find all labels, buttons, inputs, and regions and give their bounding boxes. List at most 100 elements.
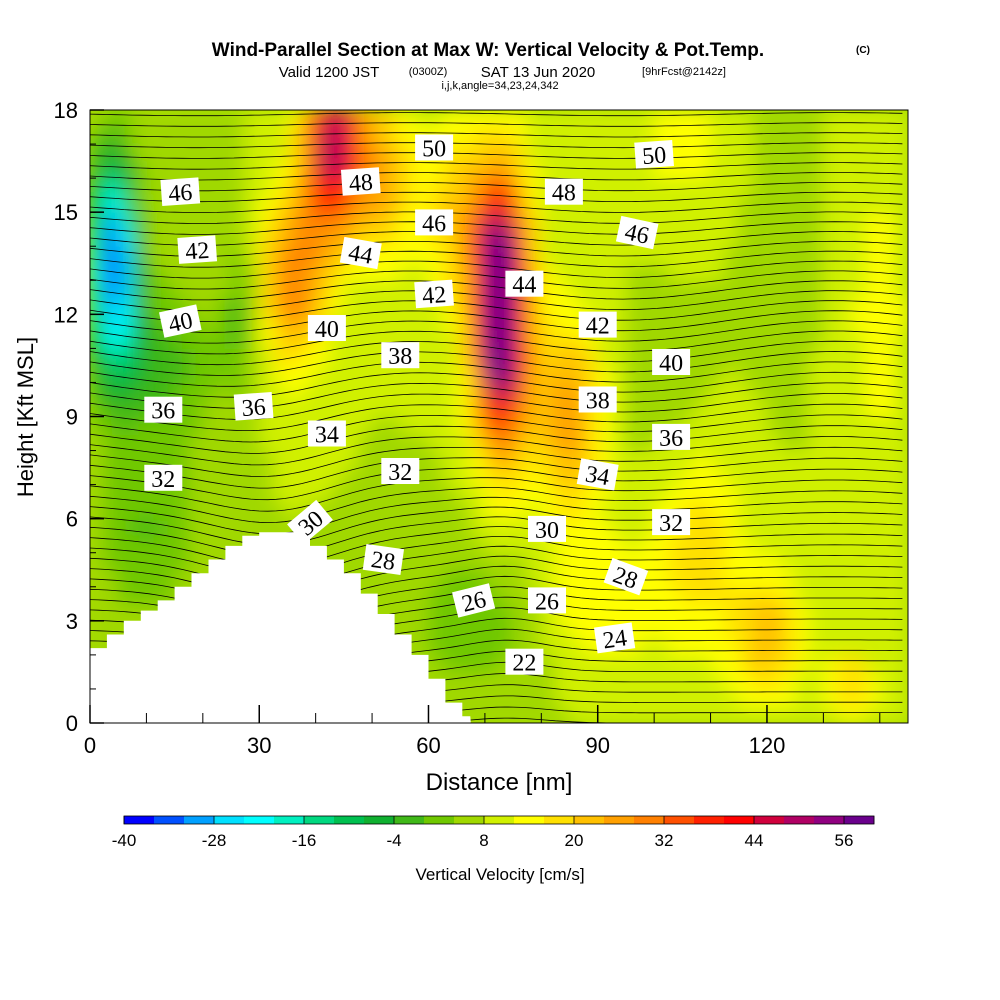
field-cell	[823, 314, 839, 332]
field-cell	[696, 297, 712, 315]
field-cell	[738, 603, 754, 622]
field-cell	[400, 620, 415, 639]
field-cell	[809, 450, 824, 469]
field-cell	[710, 688, 726, 707]
field-cell	[160, 161, 176, 179]
field-cell	[499, 127, 514, 145]
field-cell	[372, 433, 387, 452]
field-cell	[118, 110, 133, 128]
field-cell	[104, 467, 119, 486]
field-cell	[597, 144, 613, 162]
field-cell	[160, 433, 176, 452]
field-cell	[837, 127, 853, 145]
field-cell	[484, 110, 500, 128]
isentrope-label-text: 42	[184, 238, 210, 266]
field-cell	[738, 246, 754, 264]
field-cell	[893, 127, 908, 145]
field-cell	[583, 212, 599, 230]
field-cell	[583, 586, 599, 605]
colorbar-tick-label: -16	[292, 831, 317, 850]
field-cell	[682, 297, 697, 315]
field-cell	[893, 144, 908, 162]
field-cell	[301, 450, 317, 469]
isentrope-label-box	[233, 392, 274, 421]
field-cell	[682, 484, 697, 503]
field-cell	[231, 314, 246, 332]
isentrope-line	[90, 201, 903, 213]
isentrope-line	[90, 290, 903, 312]
field-cell	[809, 110, 824, 128]
field-cell	[767, 127, 782, 145]
field-cell	[90, 382, 105, 400]
field-cell	[781, 603, 796, 622]
isentrope-line	[90, 221, 903, 235]
field-cell	[851, 178, 867, 196]
field-cell	[470, 110, 486, 128]
field-cell	[696, 365, 712, 383]
field-cell	[118, 501, 133, 520]
field-cell	[329, 365, 345, 383]
field-cell	[738, 178, 754, 196]
field-cell	[640, 688, 655, 707]
field-cell	[851, 433, 867, 452]
isentrope-label-text: 26	[535, 589, 559, 615]
field-cell	[470, 212, 486, 230]
field-cell	[160, 144, 176, 162]
field-cell	[414, 382, 430, 400]
field-cell	[287, 212, 303, 230]
field-cell	[682, 178, 697, 196]
field-cell	[400, 195, 415, 213]
field-cell	[865, 654, 881, 673]
field-cell	[358, 433, 373, 452]
isentrope-label: 32	[652, 509, 691, 537]
field-cell	[625, 535, 641, 554]
field-cell	[273, 467, 288, 486]
isentrope-line	[90, 382, 903, 409]
field-cell	[259, 314, 274, 332]
field-cell	[752, 603, 768, 622]
field-cell	[752, 127, 768, 145]
field-cell	[640, 671, 655, 690]
field-cell	[428, 637, 444, 656]
field-cell	[865, 552, 881, 571]
field-cell	[287, 450, 303, 469]
field-cell	[752, 450, 768, 469]
field-cell	[104, 280, 119, 298]
isentrope-line	[90, 260, 903, 279]
field-cell	[865, 501, 881, 520]
field-cell	[273, 263, 288, 281]
field-cell	[484, 246, 500, 264]
field-cell	[513, 127, 528, 145]
field-cell	[738, 127, 754, 145]
field-cell	[710, 382, 726, 400]
field-cell	[696, 552, 712, 571]
field-cell	[781, 246, 796, 264]
field-cell	[837, 484, 853, 503]
isentrope-label-text: 48	[348, 170, 374, 198]
field-cell	[202, 110, 218, 128]
field-cell	[879, 569, 895, 588]
field-cell	[738, 535, 754, 554]
field-cell	[569, 552, 585, 571]
field-cell	[400, 535, 415, 554]
isentrope-line	[90, 191, 903, 203]
field-cell	[245, 127, 260, 145]
colorbar-swatch	[184, 816, 215, 824]
field-cell	[386, 127, 401, 145]
field-cell	[851, 518, 867, 537]
field-cell	[640, 484, 655, 503]
isentrope-label-box	[159, 304, 202, 338]
field-cell	[668, 603, 683, 622]
isentrope-label-text: 40	[166, 308, 195, 338]
field-cell	[499, 110, 514, 128]
field-cell	[259, 263, 274, 281]
field-cell	[470, 433, 486, 452]
field-cell	[132, 110, 147, 128]
isentrope-label-text: 46	[422, 211, 446, 237]
chart-subtitle: Valid 1200 JST (0300Z) SAT 13 Jun 2020 […	[279, 64, 726, 81]
field-cell	[738, 399, 754, 418]
field-cell	[513, 314, 528, 332]
y-tick-label: 0	[66, 711, 78, 736]
field-cell	[202, 263, 218, 281]
field-cell	[710, 586, 726, 605]
